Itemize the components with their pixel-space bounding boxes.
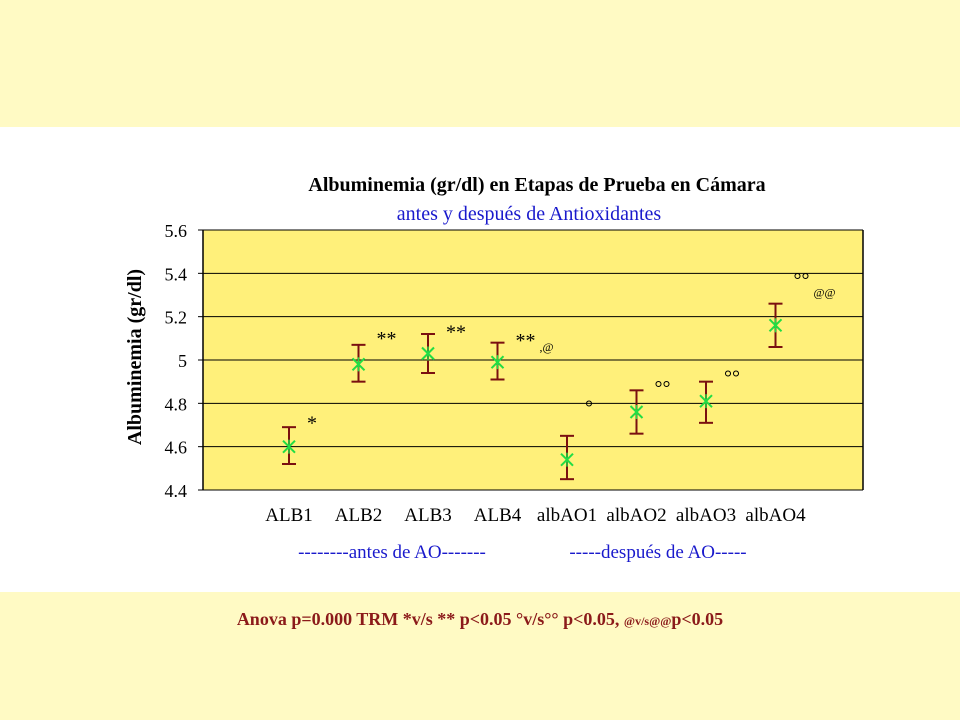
x-tick-label: albAO3 — [676, 505, 736, 526]
data-point — [768, 318, 783, 333]
chart-subtitle: antes y después de Antioxidantes — [397, 203, 662, 225]
anova-footer: Anova p=0.000 TRM *v/s ** p<0.05 °v/s°° … — [0, 609, 960, 630]
y-axis-label: Albuminemia (gr/dl) — [124, 269, 146, 445]
annotation: ** — [377, 328, 397, 350]
x-tick-labels: ALB1 ALB2 ALB3 ALB4 albAO1 albAO2 albAO3 albAO4 — [265, 505, 806, 526]
x-tick-label: albAO4 — [745, 505, 806, 526]
group-label-after: -----después de AO----- — [569, 542, 746, 563]
y-tick-label: 5.2 — [165, 308, 188, 328]
y-tick-label: 5 — [178, 351, 187, 371]
data-point — [629, 405, 644, 419]
y-tick-label: 4.4 — [165, 481, 188, 501]
annotation: °° — [724, 367, 740, 389]
data-point — [351, 357, 366, 372]
y-ticks: 4.4 4.6 4.8 5 5.2 5.4 5.6 — [165, 221, 203, 501]
data-markers — [282, 318, 783, 467]
footer-main-text: Anova p=0.000 TRM *v/s ** p<0.05 °v/s°° … — [236, 609, 624, 629]
data-point — [699, 394, 713, 409]
x-tick-label: ALB4 — [474, 505, 522, 526]
annotation-small: @@ — [814, 285, 836, 299]
x-tick-label: albAO2 — [606, 505, 666, 526]
data-point — [490, 355, 505, 370]
x-tick-label: albAO1 — [537, 505, 597, 526]
group-label-before: --------antes de AO------- — [298, 542, 486, 563]
y-tick-label: 4.8 — [165, 394, 188, 414]
chart-title: Albuminemia (gr/dl) en Etapas de Prueba … — [308, 174, 765, 196]
annotation: ** — [446, 321, 466, 343]
y-tick-label: 5.6 — [165, 221, 188, 241]
annotation: °° — [794, 269, 810, 291]
annotation: ° — [585, 397, 593, 419]
significance-annotations: *** ** ** ,@°°° °°°°@@ — [307, 269, 836, 434]
annotation: °° — [655, 378, 671, 400]
y-tick-label: 5.4 — [165, 264, 188, 284]
data-point — [421, 346, 435, 361]
footer-small-text: @v/s@@ — [623, 614, 672, 628]
data-point — [282, 439, 296, 454]
annotation: * — [307, 412, 317, 434]
footer-end-text: p<0.05 — [671, 609, 724, 629]
annotation: ** — [516, 330, 536, 352]
x-tick-label: ALB2 — [335, 505, 383, 526]
x-tick-label: ALB1 — [265, 505, 313, 526]
annotation-small: ,@ — [540, 340, 554, 354]
y-tick-label: 4.6 — [165, 438, 188, 458]
x-tick-label: ALB3 — [404, 505, 452, 526]
data-point — [560, 452, 574, 467]
